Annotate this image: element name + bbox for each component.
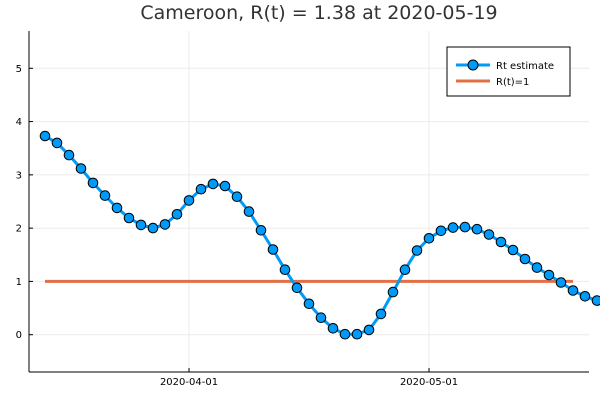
legend: Rt estimate R(t)=1 bbox=[446, 46, 571, 97]
legend-box bbox=[446, 46, 571, 97]
rt-point bbox=[183, 195, 195, 206]
rt-point bbox=[231, 191, 243, 202]
y-tick-label: 4 bbox=[16, 117, 22, 128]
rt-point bbox=[351, 328, 363, 340]
rt-point bbox=[399, 264, 411, 276]
rt-point bbox=[375, 308, 387, 320]
y-tick-label: 3 bbox=[16, 170, 22, 181]
legend-label-threshold: R(t)=1 bbox=[496, 77, 529, 88]
rt-point bbox=[327, 323, 339, 334]
y-tick-label: 5 bbox=[16, 64, 22, 75]
legend-marker-rt-estimate bbox=[467, 59, 479, 71]
rt-point bbox=[39, 130, 51, 142]
rt-point bbox=[243, 206, 255, 217]
rt-point bbox=[483, 229, 495, 240]
rt-point bbox=[99, 190, 111, 201]
rt-point bbox=[255, 225, 267, 236]
axes bbox=[28, 31, 589, 373]
rt-point bbox=[291, 282, 303, 294]
rt-point bbox=[459, 221, 471, 233]
rt-point bbox=[195, 183, 207, 195]
rt-point bbox=[363, 324, 375, 336]
legend-label-rt-estimate: Rt estimate bbox=[496, 61, 554, 72]
rt-point bbox=[135, 219, 147, 231]
rt-point bbox=[495, 236, 507, 248]
rt-point bbox=[411, 245, 423, 256]
tick-labels: 0 1 2 3 4 5 2020-04-01 2020-05-01 bbox=[16, 64, 458, 388]
rt-point bbox=[303, 298, 315, 310]
rt-point bbox=[447, 222, 459, 233]
rt-point bbox=[339, 328, 351, 340]
y-tick-label: 1 bbox=[16, 277, 22, 288]
rt-point bbox=[555, 277, 567, 288]
rt-estimate-line bbox=[44, 134, 600, 336]
y-tick-label: 2 bbox=[16, 224, 22, 235]
rt-point bbox=[315, 312, 327, 324]
rt-point bbox=[567, 285, 579, 296]
rt-point bbox=[387, 286, 399, 298]
chart-title: Cameroon, R(t) = 1.38 at 2020-05-19 bbox=[140, 2, 497, 24]
rt-point bbox=[471, 223, 483, 235]
rt-point bbox=[423, 233, 435, 244]
rt-point bbox=[579, 291, 591, 302]
rt-point bbox=[435, 225, 447, 237]
rt-point bbox=[51, 137, 63, 149]
series-layer bbox=[39, 130, 600, 340]
rt-point bbox=[111, 202, 123, 214]
rt-point bbox=[207, 178, 219, 190]
x-tick-label: 2020-04-01 bbox=[160, 377, 218, 388]
rt-point bbox=[279, 264, 291, 276]
rt-point bbox=[123, 212, 135, 224]
rt-point bbox=[543, 269, 555, 281]
y-tick-label: 0 bbox=[16, 330, 22, 341]
rt-point bbox=[531, 262, 543, 273]
rt-point bbox=[159, 219, 171, 230]
rt-point bbox=[171, 209, 183, 220]
rt-point bbox=[147, 222, 159, 234]
rt-point bbox=[75, 163, 87, 174]
rt-point bbox=[267, 244, 279, 255]
rt-point bbox=[507, 244, 519, 256]
rt-point bbox=[63, 149, 75, 161]
rt-point bbox=[87, 177, 99, 189]
rt-point bbox=[219, 180, 231, 192]
x-tick-label: 2020-05-01 bbox=[400, 377, 458, 388]
rt-point bbox=[519, 253, 531, 265]
rt-point bbox=[591, 295, 600, 306]
